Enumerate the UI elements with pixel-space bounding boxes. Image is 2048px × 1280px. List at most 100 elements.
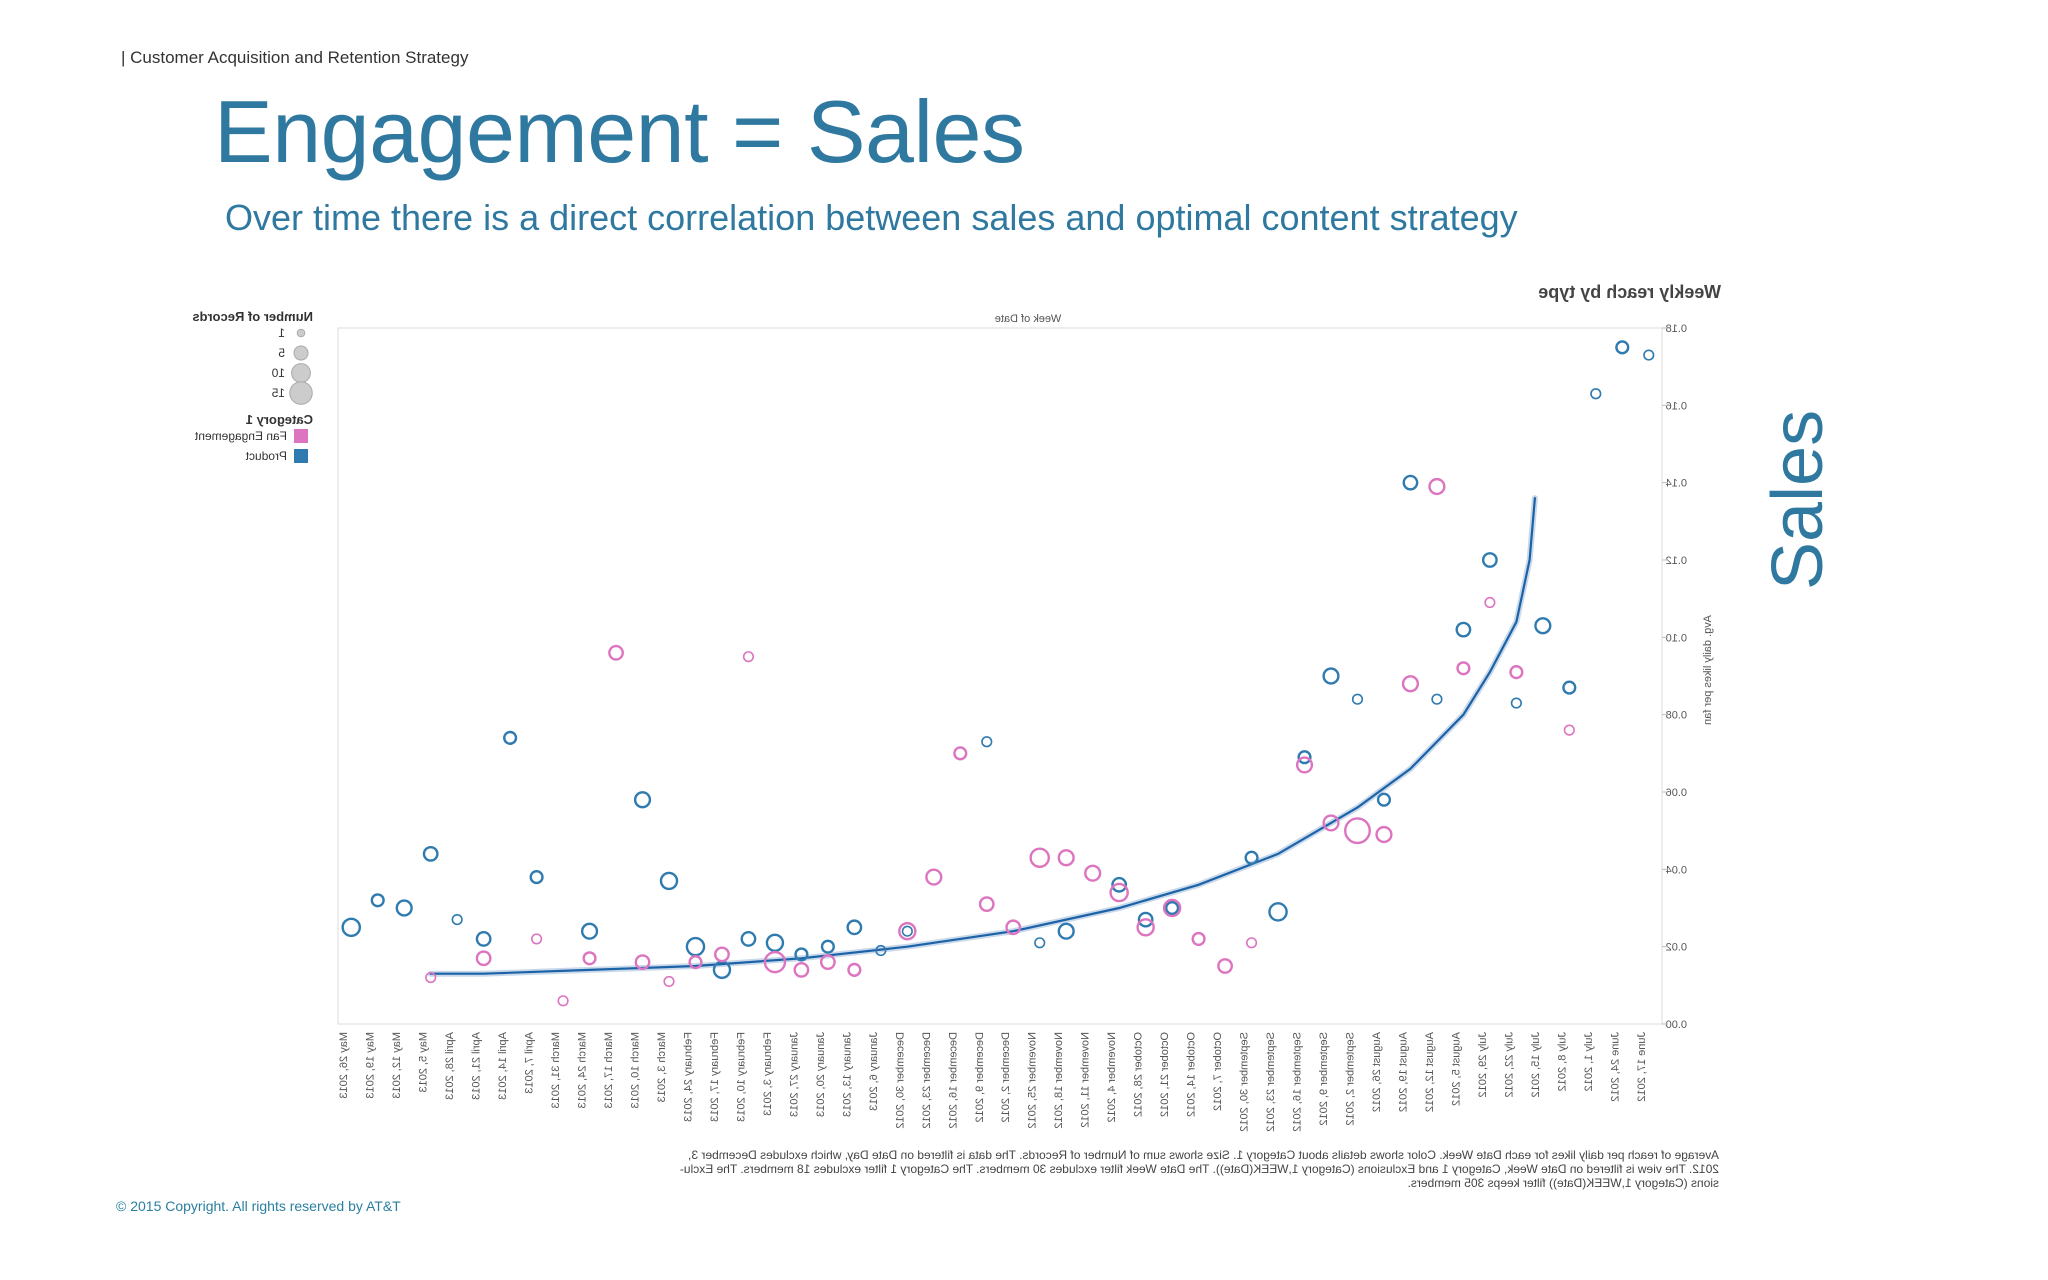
legend-color-swatch <box>294 429 308 443</box>
x-tick-label: May 19, 2013 <box>365 1032 377 1099</box>
data-point-fan-engagement <box>1084 864 1102 882</box>
data-point-product <box>1643 349 1655 361</box>
plot-area <box>337 327 1663 1025</box>
data-point-fan-engagement <box>1057 849 1075 867</box>
data-point-product <box>1165 900 1180 916</box>
x-tick-label: April 7, 2013 <box>524 1032 536 1094</box>
x-tick-label: February 3, 2013 <box>762 1032 774 1116</box>
copyright-notice: © 2015 Copyright. All rights reserved by… <box>116 1198 401 1214</box>
data-point-product <box>1534 617 1552 635</box>
legend-color-swatch <box>294 449 308 463</box>
legend-size-label: 1 <box>278 326 285 340</box>
data-point-product <box>1057 922 1075 940</box>
data-point-product <box>1376 792 1392 807</box>
data-point-product <box>1322 667 1340 685</box>
x-tick-label: December 23, 2012 <box>921 1032 933 1129</box>
data-point-product <box>1297 750 1312 765</box>
legend-size-label: 10 <box>271 366 285 380</box>
data-point-product <box>529 869 544 885</box>
x-tick-label: May 5, 2013 <box>418 1032 430 1093</box>
x-tick-label: August 5, 2012 <box>1450 1032 1462 1106</box>
x-tick-label: May 26, 2013 <box>338 1032 350 1099</box>
data-point-product <box>395 899 413 917</box>
x-tick-label: December 9, 2012 <box>974 1032 986 1123</box>
x-tick-label: July 29, 2012 <box>1477 1032 1489 1097</box>
trend-line <box>429 497 1536 975</box>
data-point-fan-engagement <box>793 961 810 978</box>
data-point-product <box>1137 911 1154 928</box>
x-tick-label: November 4, 2012 <box>1106 1032 1118 1123</box>
data-point-product <box>1402 474 1419 491</box>
y-axis-title: Avg. daily likes per fan <box>1702 615 1714 725</box>
x-tick-label: June 24, 2012 <box>1609 1032 1621 1102</box>
data-point-product <box>1455 621 1472 638</box>
data-point-product <box>1431 693 1443 705</box>
x-tick-label: July 15, 2012 <box>1530 1032 1542 1097</box>
data-point-fan-engagement <box>1456 661 1471 676</box>
data-point-product <box>1268 902 1288 922</box>
data-point-fan-engagement <box>763 950 787 974</box>
data-point-fan-engagement <box>953 746 968 761</box>
data-point-fan-engagement <box>1344 817 1371 845</box>
x-tick-label: October 7, 2012 <box>1212 1032 1224 1111</box>
data-points-group <box>341 340 1655 1007</box>
legend-color-label: Product <box>245 449 287 463</box>
x-tick-label: October 14, 2012 <box>1186 1032 1198 1117</box>
data-point-product <box>740 931 757 947</box>
data-point-fan-engagement <box>925 868 943 886</box>
x-tick-label: September 30, 2012 <box>1239 1032 1251 1132</box>
legend-size-swatch <box>291 363 311 383</box>
page-subtitle: Over time there is a direct correlation … <box>225 197 1518 238</box>
y-tick-label: 0.02 <box>1666 942 1687 954</box>
data-point-fan-engagement <box>1484 596 1496 609</box>
data-point-fan-engagement <box>1295 756 1314 774</box>
x-tick-label: September 9, 2012 <box>1318 1032 1330 1126</box>
page-title: Engagement = Sales <box>214 82 1025 181</box>
x-tick-label: June 17, 2012 <box>1636 1032 1648 1102</box>
data-point-fan-engagement <box>688 955 703 970</box>
legend-size-title: Number of Records <box>192 309 313 324</box>
data-point-fan-engagement <box>1509 665 1524 680</box>
data-point-fan-engagement <box>898 921 917 941</box>
y-tick-label: 0.10 <box>1666 632 1687 644</box>
legend-size-swatch <box>289 381 313 405</box>
x-axis-ticks: June 17, 2012 June 24, 2012 July 1, 2012 Ju… <box>338 1032 1648 1132</box>
data-point-fan-engagement <box>847 962 862 977</box>
x-tick-label: August 19, 2012 <box>1397 1032 1409 1112</box>
data-point-product <box>659 871 679 891</box>
data-point-fan-engagement <box>1563 724 1575 736</box>
x-tick-label: March 24, 2013 <box>577 1032 589 1108</box>
data-point-product <box>685 936 706 957</box>
data-point-fan-engagement <box>1322 814 1340 832</box>
data-point-fan-engagement <box>1191 931 1206 947</box>
legend-color-title: Category 1 <box>246 412 313 427</box>
data-point-product <box>1111 876 1128 893</box>
data-point-product <box>503 730 518 745</box>
x-tick-label: August 26, 2012 <box>1371 1032 1383 1112</box>
x-tick-label: January 27, 2013 <box>788 1032 800 1117</box>
x-tick-label: October 21, 2012 <box>1159 1032 1171 1117</box>
data-point-product <box>765 933 785 953</box>
x-tick-label: July 1, 2012 <box>1583 1032 1595 1091</box>
data-point-fan-engagement <box>1029 847 1050 869</box>
data-point-fan-engagement <box>1109 882 1129 903</box>
y-tick-label: 0.06 <box>1666 787 1687 799</box>
x-tick-label: December 30, 2012 <box>894 1032 906 1129</box>
x-tick-label: December 16, 2012 <box>947 1032 959 1129</box>
legend-size-label: 5 <box>278 346 285 360</box>
y-tick-label: 0.04 <box>1666 864 1687 876</box>
data-point-product <box>1510 697 1522 709</box>
y-tick-label: 0.16 <box>1666 400 1687 412</box>
x-tick-label: July 8, 2012 <box>1556 1032 1568 1091</box>
data-point-fan-engagement <box>819 954 836 971</box>
data-point-product <box>1562 680 1577 695</box>
data-point-fan-engagement <box>1217 958 1233 974</box>
data-point-product <box>580 922 599 940</box>
data-point-product <box>846 919 863 936</box>
legend-color-label: Fan Engagement <box>194 429 287 443</box>
data-point-fan-engagement <box>1136 918 1155 937</box>
data-point-product <box>1034 937 1046 949</box>
x-tick-label: January 20, 2013 <box>815 1032 827 1117</box>
y-tick-label: 0.00 <box>1666 1019 1687 1031</box>
